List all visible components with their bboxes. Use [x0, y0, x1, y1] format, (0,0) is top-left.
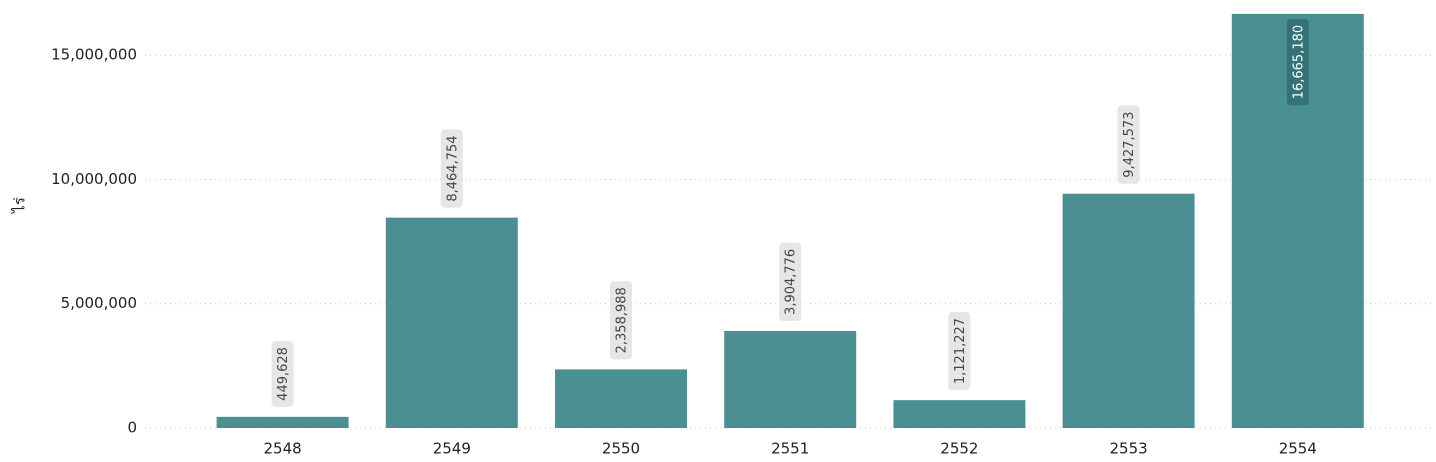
- value-label-text: 3,904,776: [784, 249, 799, 315]
- y-tick-label: 5,000,000: [61, 294, 137, 312]
- value-label: 8,464,754: [440, 129, 463, 208]
- value-label-text: 449,628: [276, 347, 291, 401]
- x-tick-label: 2554: [1279, 440, 1317, 458]
- bar: [216, 416, 349, 428]
- value-label: 1,121,227: [948, 311, 971, 391]
- bar: [1062, 193, 1195, 428]
- y-tick-label: 15,000,000: [51, 46, 137, 64]
- value-label: 9,427,573: [1117, 105, 1140, 184]
- value-label-background: [1117, 105, 1140, 184]
- value-label-background: [948, 311, 971, 391]
- x-tick-label: 2550: [602, 440, 640, 458]
- y-axis-label: ไร่: [11, 197, 29, 214]
- y-tick-label: 10,000,000: [51, 170, 137, 188]
- bar: [555, 369, 687, 428]
- x-tick-label: 2551: [771, 440, 809, 458]
- value-label: 2,358,988: [610, 281, 632, 360]
- value-label-background: [271, 341, 294, 407]
- value-label-background: [610, 281, 632, 360]
- x-tick-label: 2552: [940, 440, 978, 458]
- value-label: 3,904,776: [779, 242, 802, 321]
- value-label-background: [440, 129, 463, 208]
- bar: [385, 217, 518, 428]
- x-tick-label: 2553: [1110, 440, 1148, 458]
- value-label-text: 16,665,180: [1291, 25, 1306, 99]
- value-label-background: [1286, 18, 1309, 106]
- value-label-text: 9,427,573: [1122, 112, 1137, 178]
- value-label-text: 8,464,754: [445, 135, 460, 201]
- bar: [724, 330, 857, 428]
- value-label: 16,665,180: [1286, 18, 1309, 106]
- x-tick-label: 2548: [264, 440, 302, 458]
- y-tick-label: 0: [127, 419, 137, 437]
- value-label-text: 2,358,988: [615, 287, 630, 353]
- x-tick-label: 2549: [433, 440, 471, 458]
- value-label: 449,628: [271, 341, 294, 407]
- value-label-text: 1,121,227: [953, 318, 968, 384]
- value-label-background: [779, 242, 802, 321]
- bar: [893, 400, 1026, 428]
